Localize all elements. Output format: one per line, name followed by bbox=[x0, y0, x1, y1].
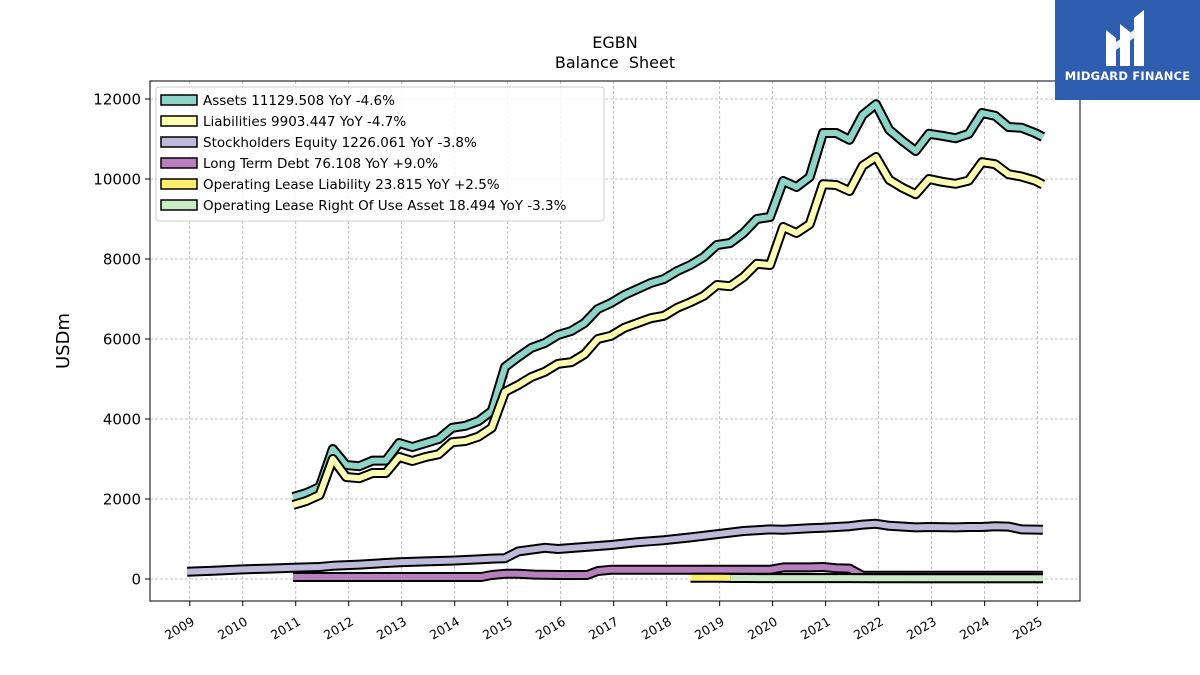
x-tick-label: 2017 bbox=[586, 614, 621, 643]
legend-item: Assets 11129.508 YoY -4.6% bbox=[160, 93, 395, 109]
y-tick-label: 6000 bbox=[103, 331, 141, 349]
y-axis-label: USDm bbox=[53, 313, 74, 369]
plot-frame bbox=[149, 80, 1081, 602]
legend-swatch bbox=[160, 178, 198, 190]
x-tick-label: 2014 bbox=[427, 614, 462, 643]
legend-item: Stockholders Equity 1226.061 YoY -3.8% bbox=[160, 135, 477, 151]
series-layer bbox=[186, 99, 1046, 584]
series-line bbox=[292, 154, 1045, 508]
x-tick-label: 2009 bbox=[162, 614, 197, 643]
legend-item: Operating Lease Right Of Use Asset 18.49… bbox=[160, 198, 567, 214]
y-tick-label: 2000 bbox=[103, 491, 141, 509]
chart-title: EGBN bbox=[592, 33, 637, 52]
series-line bbox=[186, 520, 1043, 575]
y-tick-label: 0 bbox=[131, 571, 141, 589]
x-tick-label: 2025 bbox=[1010, 614, 1045, 643]
legend-swatch bbox=[160, 157, 198, 169]
brand-name: MIDGARD FINANCE bbox=[1064, 69, 1191, 83]
y-tick-label: 10000 bbox=[93, 171, 141, 189]
chart-subtitle: Balance Sheet bbox=[555, 53, 675, 72]
legend-swatch bbox=[160, 115, 198, 127]
x-tick-label: 2016 bbox=[533, 614, 568, 643]
series-2 bbox=[291, 152, 1046, 510]
legend-label: Operating Lease Liability 23.815 YoY +2.… bbox=[203, 177, 500, 193]
legend-label: Stockholders Equity 1226.061 YoY -3.8% bbox=[203, 135, 477, 151]
midgard-logo-icon bbox=[1106, 10, 1144, 66]
brand-logo: MIDGARD FINANCE bbox=[1055, 0, 1200, 100]
x-tick-label: 2020 bbox=[745, 614, 780, 643]
y-tick-label: 4000 bbox=[103, 411, 141, 429]
series-1 bbox=[291, 99, 1046, 502]
series-3 bbox=[186, 518, 1043, 577]
legend-label: Liabilities 9903.447 YoY -4.7% bbox=[203, 114, 406, 130]
legend-label: Operating Lease Right Of Use Asset 18.49… bbox=[203, 198, 567, 214]
x-tick-label: 2021 bbox=[798, 614, 833, 643]
legend-item: Operating Lease Liability 23.815 YoY +2.… bbox=[160, 177, 500, 193]
x-tick-label: 2018 bbox=[639, 614, 674, 643]
x-tick-label: 2022 bbox=[851, 614, 886, 643]
x-tick-label: 2015 bbox=[480, 614, 515, 643]
legend-item: Liabilities 9903.447 YoY -4.7% bbox=[160, 114, 406, 130]
x-tick-label: 2011 bbox=[268, 614, 303, 643]
x-tick-label: 2012 bbox=[321, 614, 356, 643]
legend: Assets 11129.508 YoY -4.6% Liabilities 99… bbox=[155, 86, 605, 222]
legend-swatch bbox=[160, 94, 198, 106]
y-tick-label: 8000 bbox=[103, 251, 141, 269]
x-tick-label: 2024 bbox=[957, 614, 992, 643]
legend-swatch bbox=[160, 136, 198, 148]
legend-swatch bbox=[160, 199, 198, 211]
legend-label: Assets 11129.508 YoY -4.6% bbox=[203, 93, 395, 109]
x-tick-label: 2023 bbox=[904, 614, 939, 643]
series-line bbox=[292, 101, 1045, 500]
legend-item: Long Term Debt 76.108 YoY +9.0% bbox=[160, 156, 438, 172]
legend-box bbox=[155, 86, 605, 222]
x-tick-label: 2013 bbox=[374, 614, 409, 643]
x-tick-label: 2010 bbox=[215, 614, 250, 643]
y-tick-label: 12000 bbox=[93, 91, 141, 109]
x-tick-label: 2019 bbox=[692, 614, 727, 643]
legend-label: Long Term Debt 76.108 YoY +9.0% bbox=[203, 156, 438, 172]
